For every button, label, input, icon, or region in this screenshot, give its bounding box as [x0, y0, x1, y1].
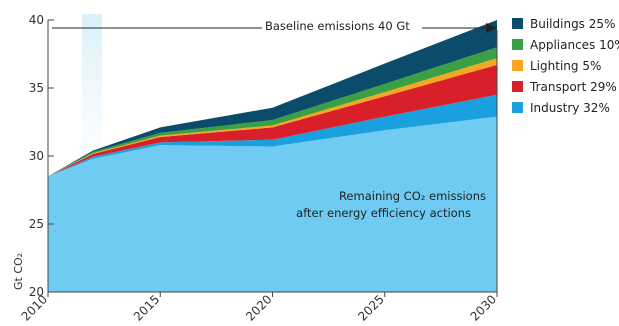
area-industry-32 [48, 116, 497, 292]
legend-label-transport-29: Transport 29% [529, 80, 617, 94]
legend-swatch-appliances-10 [512, 39, 523, 50]
legend-label-buildings-25: Buildings 25% [530, 17, 615, 31]
legend-label-appliances-10: Appliances 10% [530, 38, 619, 52]
legend: Buildings 25% Appliances 10% Lighting 5% Tr… [512, 17, 619, 115]
remaining-emissions-label: Remaining CO₂ emissions [339, 189, 486, 203]
y-ticks: 20 25 30 35 40 [29, 13, 54, 299]
x-tick-label-2020: 2020 [243, 292, 274, 323]
y-tick-label-30: 30 [29, 149, 44, 163]
legend-swatch-buildings-25 [512, 18, 523, 29]
y-tick-label-25: 25 [29, 217, 44, 231]
x-tick-label-2030: 2030 [468, 292, 499, 323]
y-tick-label-40: 40 [29, 13, 44, 27]
legend-label-lighting-5: Lighting 5% [530, 59, 601, 73]
stacked-areas [48, 20, 497, 292]
decorative-glow [82, 14, 102, 154]
legend-swatch-industry-32 [512, 102, 523, 113]
legend-swatch-lighting-5 [512, 60, 523, 71]
x-tick-label-2025: 2025 [355, 292, 386, 323]
x-tick-label-2010: 2010 [19, 292, 50, 323]
legend-swatch-transport-29 [512, 81, 523, 92]
y-axis-label: Gt CO₂ [12, 253, 25, 290]
baseline-label: Baseline emissions 40 Gt [265, 19, 410, 33]
baseline-label-bg [262, 17, 422, 33]
x-ticks: 2010 2015 2020 2025 2030 [19, 292, 499, 324]
y-tick-label-20: 20 [29, 285, 44, 299]
y-tick-label-35: 35 [29, 81, 44, 95]
legend-label-industry-32: Industry 32% [530, 101, 610, 115]
baseline-arrowhead [486, 23, 497, 33]
remaining-emissions-label-2: after energy efficiency actions [296, 206, 471, 220]
x-tick-label-2015: 2015 [131, 292, 162, 323]
